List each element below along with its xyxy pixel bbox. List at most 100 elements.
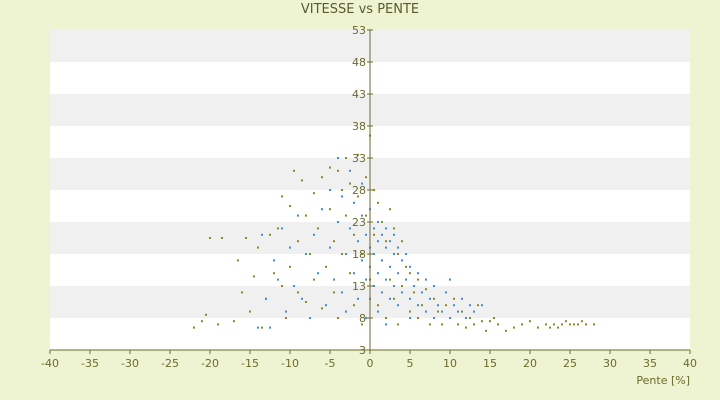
data-point <box>385 240 387 243</box>
x-tick-label: 35 <box>643 357 657 370</box>
data-point <box>289 246 291 249</box>
data-point <box>357 153 359 156</box>
data-point <box>293 169 295 172</box>
data-point <box>393 285 395 287</box>
data-point <box>337 221 339 223</box>
x-tick-label: 40 <box>683 357 697 370</box>
data-point <box>461 297 463 300</box>
data-point <box>449 278 451 281</box>
y-tick-label: 13 <box>352 280 366 293</box>
data-point <box>361 323 363 326</box>
data-point <box>549 326 551 329</box>
data-point <box>373 253 375 255</box>
data-point <box>325 265 327 268</box>
data-point <box>269 233 271 236</box>
data-point <box>385 278 387 281</box>
data-point <box>357 297 359 300</box>
data-point <box>433 285 435 287</box>
data-point <box>325 304 327 307</box>
data-point <box>513 326 515 329</box>
data-point <box>297 240 299 243</box>
data-point <box>337 157 339 159</box>
data-point <box>461 310 463 313</box>
data-point <box>497 323 499 326</box>
data-point <box>385 227 387 230</box>
data-point <box>373 227 375 230</box>
data-point <box>205 313 207 316</box>
data-point <box>301 179 303 182</box>
data-point <box>261 233 263 236</box>
data-point <box>349 169 351 172</box>
tick-labels: -40 -35 -30 -25 -20 -15 -10 -5 0 5 10 15 20 25 30 35 40 3… <box>41 24 697 387</box>
data-point <box>317 227 319 230</box>
data-point <box>485 329 487 332</box>
data-point <box>245 237 247 239</box>
data-point <box>217 323 219 326</box>
data-point <box>401 240 403 243</box>
data-point <box>293 285 295 287</box>
data-point <box>377 221 379 223</box>
data-point <box>441 323 443 326</box>
data-point <box>305 214 307 217</box>
data-point <box>345 253 347 255</box>
data-point <box>333 278 335 281</box>
x-tick-label: -35 <box>81 357 99 370</box>
data-point <box>349 182 351 185</box>
data-point <box>465 317 467 319</box>
data-point <box>305 253 307 255</box>
data-point <box>281 227 283 230</box>
data-point <box>409 297 411 300</box>
data-point <box>313 192 315 195</box>
data-point <box>373 189 375 191</box>
data-point <box>365 233 367 236</box>
data-point <box>313 278 315 281</box>
data-point <box>333 240 335 243</box>
data-point <box>357 240 359 243</box>
data-point <box>385 323 387 326</box>
data-point <box>425 278 427 281</box>
data-point <box>577 323 579 326</box>
data-point <box>233 320 235 323</box>
data-point <box>361 214 363 217</box>
data-point <box>401 259 403 262</box>
x-axis-title: Pente [%] <box>636 374 690 387</box>
data-point <box>337 317 339 319</box>
data-point <box>449 317 451 319</box>
data-point <box>377 272 379 275</box>
data-point <box>493 317 495 319</box>
data-point <box>581 320 583 323</box>
data-point <box>505 329 507 332</box>
data-point <box>385 246 387 249</box>
data-point <box>473 323 475 326</box>
data-point <box>321 208 323 211</box>
data-point <box>417 272 419 275</box>
y-tick-label: 33 <box>352 152 366 165</box>
data-point <box>277 227 279 230</box>
data-point <box>433 297 435 300</box>
y-tick-label: 28 <box>352 184 366 197</box>
x-tick-label: -15 <box>241 357 259 370</box>
data-point <box>385 317 387 319</box>
data-point <box>585 323 587 326</box>
data-point <box>281 195 283 198</box>
data-point <box>413 285 415 287</box>
data-point <box>389 265 391 268</box>
data-point <box>309 317 311 319</box>
data-point <box>393 233 395 236</box>
y-tick-label: 43 <box>352 88 366 101</box>
data-point <box>409 265 411 268</box>
data-point <box>569 323 571 326</box>
data-point <box>209 237 211 239</box>
data-point <box>389 297 391 300</box>
data-point <box>353 201 355 204</box>
data-point <box>409 310 411 313</box>
data-point <box>481 304 483 307</box>
data-point <box>389 240 391 243</box>
data-point <box>273 272 275 275</box>
x-tick-label: -25 <box>161 357 179 370</box>
data-point <box>429 323 431 326</box>
data-point <box>353 272 355 275</box>
data-point <box>257 246 259 249</box>
data-point <box>445 291 447 294</box>
